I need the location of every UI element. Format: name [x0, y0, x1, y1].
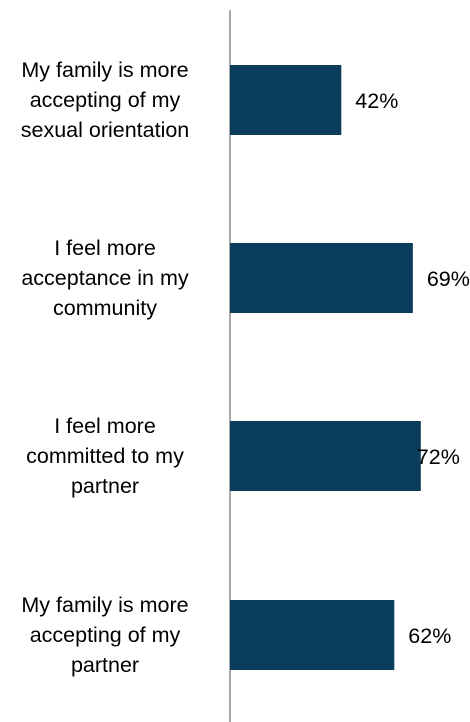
category-label-line: committed to my: [26, 444, 184, 468]
category-label-2: I feel more acceptance in my community: [21, 236, 189, 320]
category-label-line: I feel more: [54, 236, 156, 260]
category-label-3: I feel more committed to my partner: [26, 414, 184, 498]
category-label-4: My family is more accepting of my partner: [21, 593, 188, 677]
category-label-1: My family is more accepting of my sexual o…: [21, 58, 190, 142]
category-label-line: partner: [71, 653, 139, 677]
category-label-line: partner: [71, 474, 139, 498]
category-label-line: community: [53, 296, 157, 320]
category-label-line: accepting of my: [30, 623, 181, 647]
category-label-line: sexual orientation: [21, 118, 190, 142]
value-label-1: 42%: [355, 89, 398, 113]
value-label-3: 72%: [417, 445, 460, 469]
bar-3: [230, 421, 421, 491]
bar-4: [230, 600, 395, 670]
category-label-line: I feel more: [54, 414, 156, 438]
category-label-line: My family is more: [21, 58, 188, 82]
bar-2: [230, 243, 413, 313]
value-label-2: 69%: [427, 267, 470, 291]
category-label-line: accepting of my: [30, 88, 181, 112]
category-label-line: My family is more: [21, 593, 188, 617]
bar-1: [230, 65, 342, 135]
category-label-line: acceptance in my: [21, 266, 189, 290]
value-label-4: 62%: [408, 624, 451, 648]
